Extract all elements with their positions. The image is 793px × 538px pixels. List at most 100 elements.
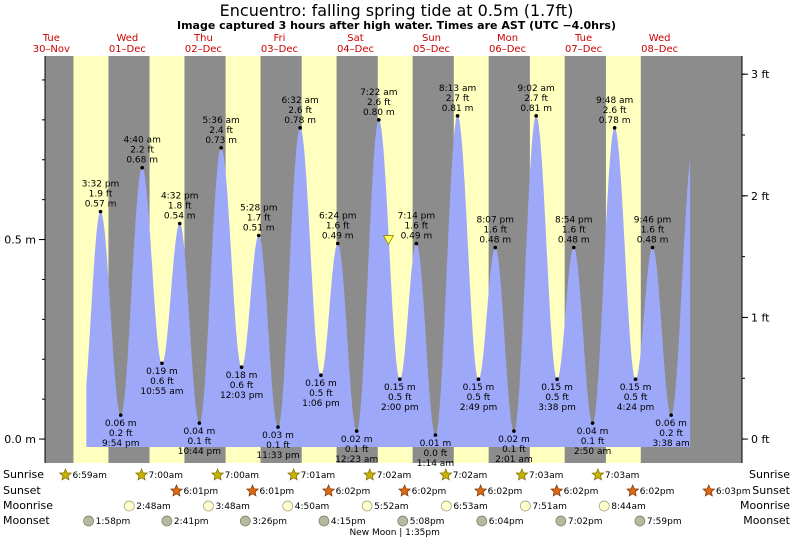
- high-time-label: 3:32 pm: [82, 180, 120, 190]
- day-name-label: Mon: [497, 33, 518, 44]
- high-ft-label: 2.7 ft: [524, 94, 548, 104]
- day-name-label: Tue: [574, 33, 592, 44]
- extreme-point: [455, 114, 460, 118]
- high-time-label: 9:46 pm: [634, 216, 672, 226]
- date-label: 01–Dec: [109, 44, 146, 55]
- low-time-label: 2:00 pm: [381, 403, 419, 413]
- sunrise-time: 7:02am: [377, 471, 412, 481]
- sunset-time: 6:03pm: [716, 487, 751, 497]
- moonset-icon: [83, 515, 94, 527]
- right-tick-label: 3 ft: [751, 68, 770, 81]
- low-m-label: 0.15 m: [384, 383, 416, 393]
- high-ft-label: 2.2 ft: [130, 146, 154, 156]
- sunrise-time: 7:03am: [605, 471, 640, 481]
- high-m-label: 0.48 m: [558, 236, 590, 246]
- low-ft-label: 0.1 ft: [188, 437, 212, 447]
- sunrise-time: 7:02am: [453, 471, 488, 481]
- current-level-marker: [382, 235, 395, 246]
- high-time-label: 9:48 am: [596, 96, 633, 106]
- day-name-label: Tue: [42, 33, 60, 44]
- sunrise-row-label-left: Sunrise: [3, 468, 44, 481]
- tide-area: [86, 115, 691, 448]
- low-time-label: 10:55 am: [140, 387, 183, 397]
- chart-title: Encuentro: falling spring tide at 0.5m (…: [219, 1, 574, 20]
- low-time-label: 1:06 pm: [302, 399, 340, 409]
- moonrise-row-label-right: Moonrise: [740, 499, 790, 512]
- extreme-point: [256, 233, 261, 238]
- low-m-label: 0.15 m: [541, 383, 573, 393]
- moonset-time: 3:26pm: [252, 517, 287, 527]
- extreme-point: [612, 126, 617, 130]
- high-ft-label: 1.8 ft: [168, 202, 192, 212]
- extreme-point: [398, 377, 402, 382]
- moonset-row-label-right: Moonset: [743, 514, 790, 527]
- sunset-time: 6:01pm: [259, 487, 294, 497]
- moonset-icon: [239, 515, 251, 527]
- sunrise-icon: [58, 468, 73, 481]
- moonrise-row-label-left: Moonrise: [3, 499, 53, 512]
- moonset-icon: [555, 515, 567, 527]
- low-time-label: 2:50 am: [574, 447, 611, 457]
- date-label: 03–Dec: [261, 44, 298, 55]
- moonset-icon: [161, 515, 173, 527]
- sunset-icon: [245, 484, 260, 497]
- high-m-label: 0.51 m: [243, 224, 275, 234]
- low-m-label: 0.02 m: [341, 435, 373, 445]
- right-tick-label: 1 ft: [751, 311, 770, 324]
- date-label: 06–Dec: [489, 44, 526, 55]
- moonrise-time: 6:53am: [453, 502, 488, 512]
- low-ft-label: 0.2 ft: [659, 429, 683, 439]
- extreme-point: [140, 165, 144, 170]
- high-ft-label: 1.6 ft: [562, 226, 586, 236]
- high-m-label: 0.78 m: [599, 116, 631, 126]
- extreme-point: [177, 221, 182, 226]
- moonset-icon: [634, 515, 646, 527]
- day-name-label: Thu: [193, 33, 213, 44]
- sunset-icon: [550, 484, 564, 497]
- sunrise-icon: [211, 468, 225, 481]
- low-ft-label: 0.5 ft: [309, 389, 333, 399]
- low-ft-label: 0.5 ft: [388, 393, 412, 403]
- low-m-label: 0.18 m: [226, 371, 258, 381]
- low-ft-label: 0.2 ft: [109, 429, 133, 439]
- high-m-label: 0.78 m: [284, 116, 316, 126]
- date-label: 07–Dec: [565, 44, 602, 55]
- low-time-label: 2:01 am: [495, 455, 532, 465]
- extreme-point: [98, 209, 103, 214]
- high-ft-label: 2.7 ft: [446, 94, 470, 104]
- moonrise-icon: [282, 500, 294, 512]
- low-m-label: 0.19 m: [146, 367, 178, 377]
- moonrise-icon: [520, 500, 531, 512]
- low-ft-label: 0.6 ft: [230, 381, 254, 391]
- low-time-label: 3:38 pm: [538, 403, 576, 413]
- extreme-point: [534, 114, 538, 118]
- low-m-label: 0.16 m: [305, 379, 337, 389]
- extreme-point: [414, 241, 419, 246]
- sunset-icon: [322, 484, 336, 497]
- high-m-label: 0.48 m: [637, 236, 669, 246]
- sunset-icon: [474, 484, 488, 497]
- extreme-point: [633, 377, 638, 382]
- right-tick-label: 2 ft: [751, 190, 770, 203]
- extreme-point: [298, 126, 302, 130]
- low-m-label: 0.15 m: [620, 383, 652, 393]
- day-name-label: Sat: [347, 33, 363, 44]
- extreme-point: [512, 429, 516, 433]
- low-ft-label: 0.0 ft: [424, 449, 448, 459]
- low-time-label: 12:23 am: [335, 455, 378, 465]
- high-ft-label: 2.6 ft: [288, 106, 312, 116]
- moonset-time: 7:02pm: [568, 517, 603, 527]
- sunrise-icon: [591, 468, 605, 481]
- chart-subtitle: Image captured 3 hours after high water.…: [176, 19, 616, 32]
- low-time-label: 1:14 am: [417, 459, 454, 469]
- sunset-icon: [702, 484, 716, 497]
- moonrise-time: 3:48am: [215, 502, 250, 512]
- low-m-label: 0.06 m: [105, 419, 137, 429]
- day-name-label: Wed: [649, 33, 671, 44]
- high-ft-label: 1.6 ft: [405, 222, 429, 232]
- low-m-label: 0.15 m: [463, 383, 495, 393]
- high-time-label: 9:02 am: [517, 84, 554, 94]
- low-ft-label: 0.1 ft: [502, 445, 526, 455]
- moonset-time: 6:04pm: [489, 517, 524, 527]
